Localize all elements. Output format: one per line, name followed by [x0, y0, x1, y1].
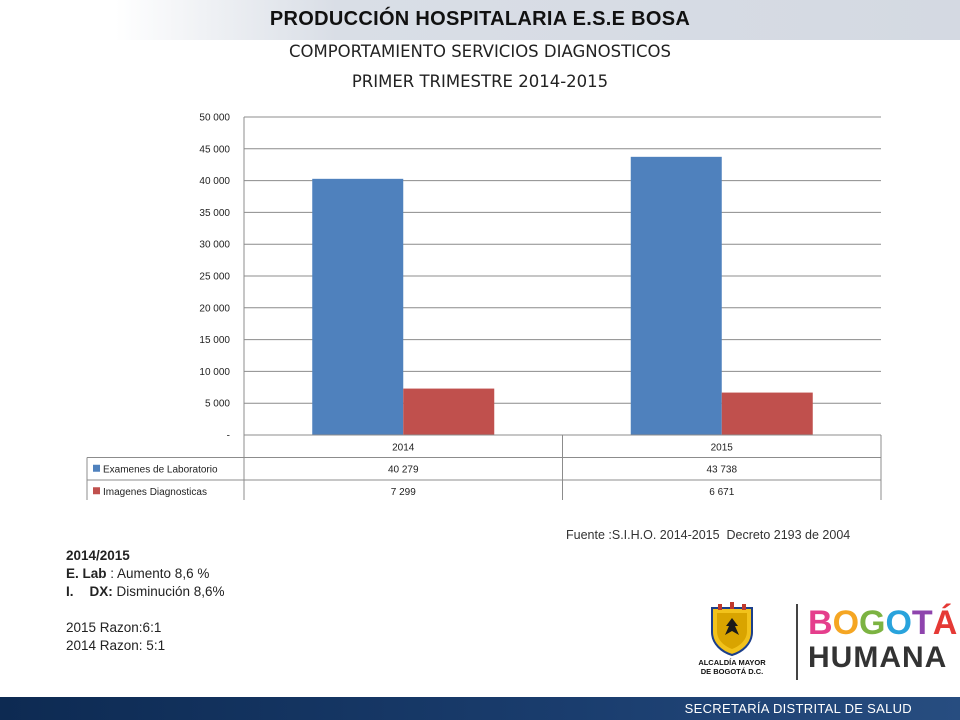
bogota-wordmark: BOGOTÁ — [808, 606, 957, 640]
alcaldia-text: ALCALDÍA MAYOR DE BOGOTÁ D.C. — [684, 658, 780, 676]
y-tick-label-8: 40 000 — [199, 176, 230, 187]
y-tick-label-1: 5 000 — [205, 399, 230, 410]
x-category-label-1: 2015 — [711, 442, 734, 453]
y-tick-label-0: - — [227, 431, 230, 442]
footer-band: SECRETARÍA DISTRITAL DE SALUD — [0, 697, 960, 720]
lab-text: : Aumento 8,6 % — [106, 566, 210, 581]
header-band — [0, 0, 960, 40]
footer-text: SECRETARÍA DISTRITAL DE SALUD — [684, 701, 912, 716]
y-tick-label-5: 25 000 — [199, 272, 230, 283]
bar-1-0 — [403, 388, 495, 435]
y-tick-label-3: 15 000 — [199, 335, 230, 346]
legend-swatch-1 — [93, 487, 100, 495]
bogota-letter-5: Á — [932, 604, 958, 642]
dx-prefix: I. — [66, 584, 74, 599]
legend-label-0: Examenes de Laboratorio — [103, 464, 218, 475]
legend-swatch-0 — [93, 464, 100, 472]
bar-0-1 — [630, 156, 722, 435]
notes-lab-line: E. Lab : Aumento 8,6 % — [66, 565, 225, 583]
data-label-1-0: 7 299 — [391, 487, 416, 498]
dx-label: DX: — [89, 584, 113, 599]
ratio-2014: 2014 Razon: 5:1 — [66, 638, 166, 653]
data-label-0-1: 43 738 — [706, 464, 737, 475]
bogota-letter-2: G — [859, 604, 886, 642]
bogota-letter-1: O — [832, 604, 860, 642]
y-tick-label-7: 35 000 — [199, 208, 230, 219]
bogota-letter-4: T — [911, 604, 933, 642]
x-category-label-0: 2014 — [392, 442, 415, 453]
bogota-letter-3: O — [885, 604, 912, 642]
dx-text: Disminución 8,6% — [112, 584, 225, 599]
page-title: PRODUCCIÓN HOSPITALARIA E.S.E BOSA — [269, 8, 691, 30]
logos: ALCALDÍA MAYOR DE BOGOTÁ D.C. BOGOTÁ HUM… — [680, 598, 957, 683]
bogota-shield-logo — [711, 602, 753, 656]
y-tick-label-10: 50 000 — [199, 113, 230, 124]
chart-subtitle-2: PRIMER TRIMESTRE 2014-2015 — [351, 72, 609, 91]
notes-dx-line: I. DX: Disminución 8,6% — [66, 583, 225, 601]
y-tick-label-9: 45 000 — [199, 144, 230, 155]
alcaldia-line-2: DE BOGOTÁ D.C. — [700, 667, 764, 676]
alcaldia-line-1: ALCALDÍA MAYOR — [698, 658, 766, 667]
chart-subtitle-1: COMPORTAMIENTO SERVICIOS DIAGNOSTICOS — [288, 42, 671, 61]
bogota-letter-0: B — [808, 604, 833, 642]
y-tick-label-4: 20 000 — [199, 303, 230, 314]
data-label-0-0: 40 279 — [388, 464, 419, 475]
notes-block: 2014/2015 E. Lab : Aumento 8,6 % I. DX: D… — [66, 547, 225, 655]
bar-0-0 — [312, 178, 404, 435]
notes-heading: 2014/2015 — [66, 548, 130, 563]
source-note: Fuente :S.I.H.O. 2014-2015 Decreto 2193 … — [566, 528, 851, 542]
legend-label-1: Imagenes Diagnosticas — [103, 487, 207, 498]
bar-1-1 — [721, 392, 813, 435]
data-label-1-1: 6 671 — [709, 487, 734, 498]
logo-divider — [796, 604, 798, 680]
lab-label: E. Lab — [66, 566, 107, 581]
y-tick-label-6: 30 000 — [199, 240, 230, 251]
humana-wordmark: HUMANA — [808, 641, 948, 674]
bar-chart: - 5 000 10 000 15 000 20 000 25 000 30 000 35 0… — [86, 113, 882, 500]
y-tick-label-2: 10 000 — [199, 367, 230, 378]
ratio-2015: 2015 Razon:6:1 — [66, 620, 162, 635]
